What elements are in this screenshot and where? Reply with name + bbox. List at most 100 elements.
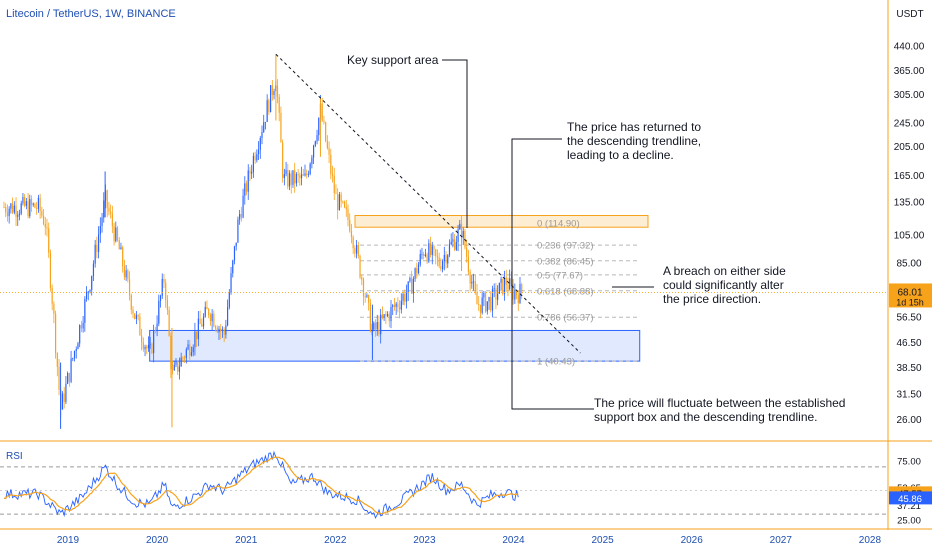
candle-body[interactable] xyxy=(268,100,270,113)
candle-body[interactable] xyxy=(115,227,117,242)
candle-body[interactable] xyxy=(149,344,151,345)
candle-body[interactable] xyxy=(153,330,155,354)
candle-body[interactable] xyxy=(6,212,9,217)
candle-body[interactable] xyxy=(491,289,494,311)
candle-body[interactable] xyxy=(447,255,449,264)
candle-body[interactable] xyxy=(414,268,416,279)
candle-body[interactable] xyxy=(306,173,308,175)
candle-body[interactable] xyxy=(84,299,86,323)
candle-body[interactable] xyxy=(259,138,261,150)
descending-trendline[interactable] xyxy=(275,53,581,354)
candle-body[interactable] xyxy=(448,244,451,256)
candle-body[interactable] xyxy=(5,207,7,213)
candle-body[interactable] xyxy=(479,304,482,313)
candle-body[interactable] xyxy=(168,309,170,336)
candle-body[interactable] xyxy=(257,149,260,155)
candle-body[interactable] xyxy=(206,306,208,310)
candle-body[interactable] xyxy=(8,208,10,217)
candle-body[interactable] xyxy=(220,328,222,331)
candle-body[interactable] xyxy=(383,314,385,318)
candle-body[interactable] xyxy=(297,174,299,176)
candle-body[interactable] xyxy=(99,225,101,235)
candle-body[interactable] xyxy=(53,303,55,314)
candle-body[interactable] xyxy=(91,275,93,290)
candle-body[interactable] xyxy=(151,344,153,354)
candle-body[interactable] xyxy=(299,175,301,179)
candle-body[interactable] xyxy=(357,244,359,256)
candle-body[interactable] xyxy=(292,170,294,185)
candle-body[interactable] xyxy=(70,358,72,382)
candle-body[interactable] xyxy=(443,254,445,262)
candle-body[interactable] xyxy=(373,322,375,330)
candle-body[interactable] xyxy=(469,271,471,284)
candle-body[interactable] xyxy=(55,313,57,354)
candle-body[interactable] xyxy=(474,281,476,293)
candle-body[interactable] xyxy=(457,229,459,243)
candle-body[interactable] xyxy=(450,241,452,245)
candle-body[interactable] xyxy=(481,297,483,313)
candle-body[interactable] xyxy=(521,284,523,294)
candle-body[interactable] xyxy=(10,203,12,209)
candle-body[interactable] xyxy=(77,343,79,350)
candle-body[interactable] xyxy=(20,203,22,214)
candle-body[interactable] xyxy=(128,279,131,296)
candle-body[interactable] xyxy=(130,295,132,310)
candle-body[interactable] xyxy=(29,199,31,217)
candle-body[interactable] xyxy=(214,326,217,329)
candle-body[interactable] xyxy=(435,249,437,256)
candle-body[interactable] xyxy=(369,302,371,332)
candle-body[interactable] xyxy=(89,289,91,292)
candle-body[interactable] xyxy=(433,246,435,250)
candle-body[interactable] xyxy=(113,226,115,242)
candle-body[interactable] xyxy=(331,173,334,176)
candle-body[interactable] xyxy=(503,277,506,295)
candle-body[interactable] xyxy=(381,314,383,318)
candle-body[interactable] xyxy=(431,246,433,255)
rsi-value-badge[interactable] xyxy=(889,491,932,505)
candle-body[interactable] xyxy=(404,294,406,302)
candle-body[interactable] xyxy=(429,243,432,255)
candle-body[interactable] xyxy=(85,291,88,300)
candle-body[interactable] xyxy=(230,273,232,293)
candle-body[interactable] xyxy=(364,296,366,298)
candle-body[interactable] xyxy=(314,141,316,146)
candle-body[interactable] xyxy=(488,297,490,302)
candle-body[interactable] xyxy=(223,329,225,335)
candle-body[interactable] xyxy=(199,318,201,325)
candle-body[interactable] xyxy=(368,295,370,303)
candle-body[interactable] xyxy=(340,194,342,202)
candle-body[interactable] xyxy=(486,301,488,312)
candle-body[interactable] xyxy=(397,303,399,308)
candle-body[interactable] xyxy=(388,313,390,322)
candle-body[interactable] xyxy=(313,145,315,158)
candle-body[interactable] xyxy=(342,201,344,203)
candle-body[interactable] xyxy=(517,295,519,304)
candle-body[interactable] xyxy=(146,346,148,349)
candle-body[interactable] xyxy=(352,237,354,249)
candle-body[interactable] xyxy=(374,322,377,330)
candle-body[interactable] xyxy=(208,309,210,316)
candle-body[interactable] xyxy=(147,344,150,349)
candle-body[interactable] xyxy=(61,393,64,410)
candle-body[interactable] xyxy=(216,328,218,333)
candle-body[interactable] xyxy=(411,277,413,294)
candle-body[interactable] xyxy=(294,170,296,184)
candle-body[interactable] xyxy=(49,252,52,289)
candle-body[interactable] xyxy=(417,264,420,274)
candle-body[interactable] xyxy=(80,325,82,329)
candle-body[interactable] xyxy=(500,278,502,283)
candle-body[interactable] xyxy=(13,205,15,213)
candle-body[interactable] xyxy=(323,120,325,123)
candle-body[interactable] xyxy=(189,344,191,356)
candle-body[interactable] xyxy=(127,270,129,280)
candle-body[interactable] xyxy=(51,288,53,304)
candle-body[interactable] xyxy=(378,322,380,335)
candle-body[interactable] xyxy=(39,197,41,211)
candle-body[interactable] xyxy=(165,282,167,300)
candle-body[interactable] xyxy=(476,292,478,305)
candle-body[interactable] xyxy=(218,328,220,333)
candle-body[interactable] xyxy=(337,193,339,211)
candle-body[interactable] xyxy=(502,278,504,295)
candle-body[interactable] xyxy=(41,210,43,216)
candle-body[interactable] xyxy=(163,278,165,283)
